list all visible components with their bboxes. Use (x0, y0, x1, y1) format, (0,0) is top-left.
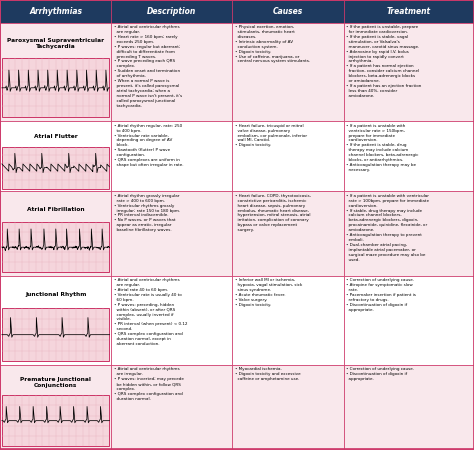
Text: Premature Junctional Conjunctions: Premature Junctional Conjunctions (20, 377, 91, 388)
Bar (232, 23, 344, 121)
Text: • Atrial and ventricular rhythms
  are regular.
• Atrial rate 40 to 60 bpm.
• Ve: • Atrial and ventricular rhythms are reg… (114, 278, 188, 346)
Text: • If the patient is unstable, prepare
  for immediate cardioversion.
• If the pa: • If the patient is unstable, prepare fo… (346, 25, 422, 98)
Bar (344, 0, 474, 23)
Bar (344, 365, 474, 449)
Bar (0, 121, 111, 191)
Text: • Inferior wall MI or ischemia,
  hypoxia, vagal stimulation, sick
  sinus syndr: • Inferior wall MI or ischemia, hypoxia,… (235, 278, 302, 307)
Bar (344, 191, 474, 276)
Text: • Atrial and ventricular rhythms
  are irregular.
• P waves: inverted; may prece: • Atrial and ventricular rhythms are irr… (114, 367, 184, 401)
Text: Treatment: Treatment (387, 7, 431, 16)
Text: Paroxysmal Supraventricular Tachycardia: Paroxysmal Supraventricular Tachycardia (7, 38, 104, 49)
Text: • Myocardial ischemia.
• Digoxin toxicity and excessive
  caffeine or amphetamin: • Myocardial ischemia. • Digoxin toxicit… (235, 367, 301, 381)
Text: Atrial Flutter: Atrial Flutter (34, 134, 78, 138)
Bar (344, 23, 474, 121)
Text: • Physical exertion, emotion,
  stimulants, rheumatic heart
  diseases.
• Intrin: • Physical exertion, emotion, stimulants… (235, 25, 310, 64)
Bar (111, 23, 232, 121)
Text: • If a patient is unstable with ventricular
  rate > 100bpm, prepare for immedia: • If a patient is unstable with ventricu… (346, 194, 429, 262)
Text: • Atrial and ventricular rhythms
  are regular.
• Heart rate > 160 bpm; rarely
 : • Atrial and ventricular rhythms are reg… (114, 25, 182, 108)
Text: Arrhythmias: Arrhythmias (29, 7, 82, 16)
Bar (2, 395, 109, 446)
Text: • If a patient is unstable with
  ventricular rate > 150bpm,
  prepare for immed: • If a patient is unstable with ventricu… (346, 124, 419, 172)
Text: Causes: Causes (273, 7, 303, 16)
Text: • Atrial rhythm regular, rate: 250
  to 400 bpm.
• Ventricular rate variable,
  : • Atrial rhythm regular, rate: 250 to 40… (114, 124, 184, 167)
Bar (2, 222, 109, 273)
Bar (344, 121, 474, 191)
Bar (232, 121, 344, 191)
Bar (111, 0, 232, 23)
Text: • Correction of underlying cause.
• Atropine for symptomatic slow
  rate.
• Pace: • Correction of underlying cause. • Atro… (346, 278, 416, 311)
Bar (232, 191, 344, 276)
Text: • Atrial rhythm grossly irregular
  rate > 400 to 600 bpm.
• Ventricular rhythms: • Atrial rhythm grossly irregular rate >… (114, 194, 181, 232)
Bar (111, 121, 232, 191)
Bar (111, 276, 232, 365)
Bar (344, 276, 474, 365)
Text: • Heart failure, tricuspid or mitral
  valve disease, pulmonary
  embolism, cor : • Heart failure, tricuspid or mitral val… (235, 124, 307, 147)
Text: • Correction of underlying cause.
• Discontinuation of digoxin if
  appropriate.: • Correction of underlying cause. • Disc… (346, 367, 414, 381)
Bar (111, 365, 232, 449)
Text: Atrial Fibrillation: Atrial Fibrillation (27, 207, 84, 212)
Bar (232, 276, 344, 365)
Bar (2, 146, 109, 189)
Bar (0, 365, 111, 449)
Bar (232, 0, 344, 23)
Bar (0, 0, 111, 23)
Text: Junctional Rhythm: Junctional Rhythm (25, 292, 86, 297)
Bar (0, 23, 111, 121)
Bar (2, 58, 109, 118)
Text: Description: Description (147, 7, 196, 16)
Bar (2, 308, 109, 361)
Text: • Heart failure, COPD, thyrotoxicosis,
  constrictive pericarditis, ischemic
  h: • Heart failure, COPD, thyrotoxicosis, c… (235, 194, 311, 232)
Bar (111, 191, 232, 276)
Bar (0, 276, 111, 365)
Bar (0, 191, 111, 276)
Bar (232, 365, 344, 449)
